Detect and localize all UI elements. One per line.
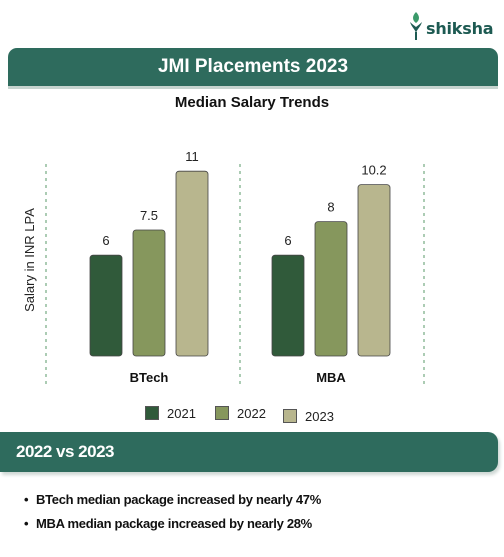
bar-btech-2021 [89, 254, 123, 357]
chart-title: Median Salary Trends [174, 94, 330, 111]
x-tick-label: BTech [130, 370, 169, 385]
comparison-banner: 2022 vs 2023 [0, 432, 498, 472]
bar-mba-2023 [357, 184, 391, 357]
legend-label-2023: 2023 [305, 409, 334, 424]
x-tick-label: MBA [316, 370, 346, 385]
data-label: 10.2 [361, 163, 386, 178]
data-label: 8 [327, 200, 334, 215]
y-axis-label: Salary in INR LPA [22, 208, 37, 312]
shiksha-leaf-icon [410, 12, 422, 40]
data-label: 6 [102, 233, 109, 248]
list-item: • MBA median package increased by nearly… [24, 514, 494, 538]
list-item: • BTech median package increased by near… [24, 490, 494, 514]
legend-swatch-2023 [283, 409, 297, 423]
brand-name: shiksha [426, 19, 494, 38]
bar-btech-2023 [175, 170, 209, 357]
legend-swatch-2022 [215, 406, 229, 420]
banner-shadow [8, 86, 498, 89]
shiksha-logo[interactable]: shiksha [406, 6, 498, 46]
bar-btech-2022 [132, 229, 166, 357]
page-title-banner: JMI Placements 2023 [8, 48, 498, 86]
legend-label-2022: 2022 [237, 406, 266, 421]
data-label: 6 [284, 233, 291, 248]
data-label: 7.5 [140, 208, 158, 223]
bullet-text: MBA median package increased by nearly 2… [36, 516, 312, 531]
bullet-dot: • [24, 492, 29, 507]
legend-label-2021: 2021 [167, 406, 196, 421]
bullet-dot: • [24, 516, 29, 531]
comparison-list: • BTech median package increased by near… [24, 490, 494, 538]
bullet-text: BTech median package increased by nearly… [36, 492, 321, 507]
legend-swatch-2021 [145, 406, 159, 420]
bar-mba-2021 [271, 254, 305, 357]
bar-mba-2022 [314, 221, 348, 357]
data-label: 11 [185, 149, 199, 164]
salary-bar-chart: Salary in INR LPA 6 7.5 11 BTech 6 8 10.2 MBA [22, 149, 425, 386]
